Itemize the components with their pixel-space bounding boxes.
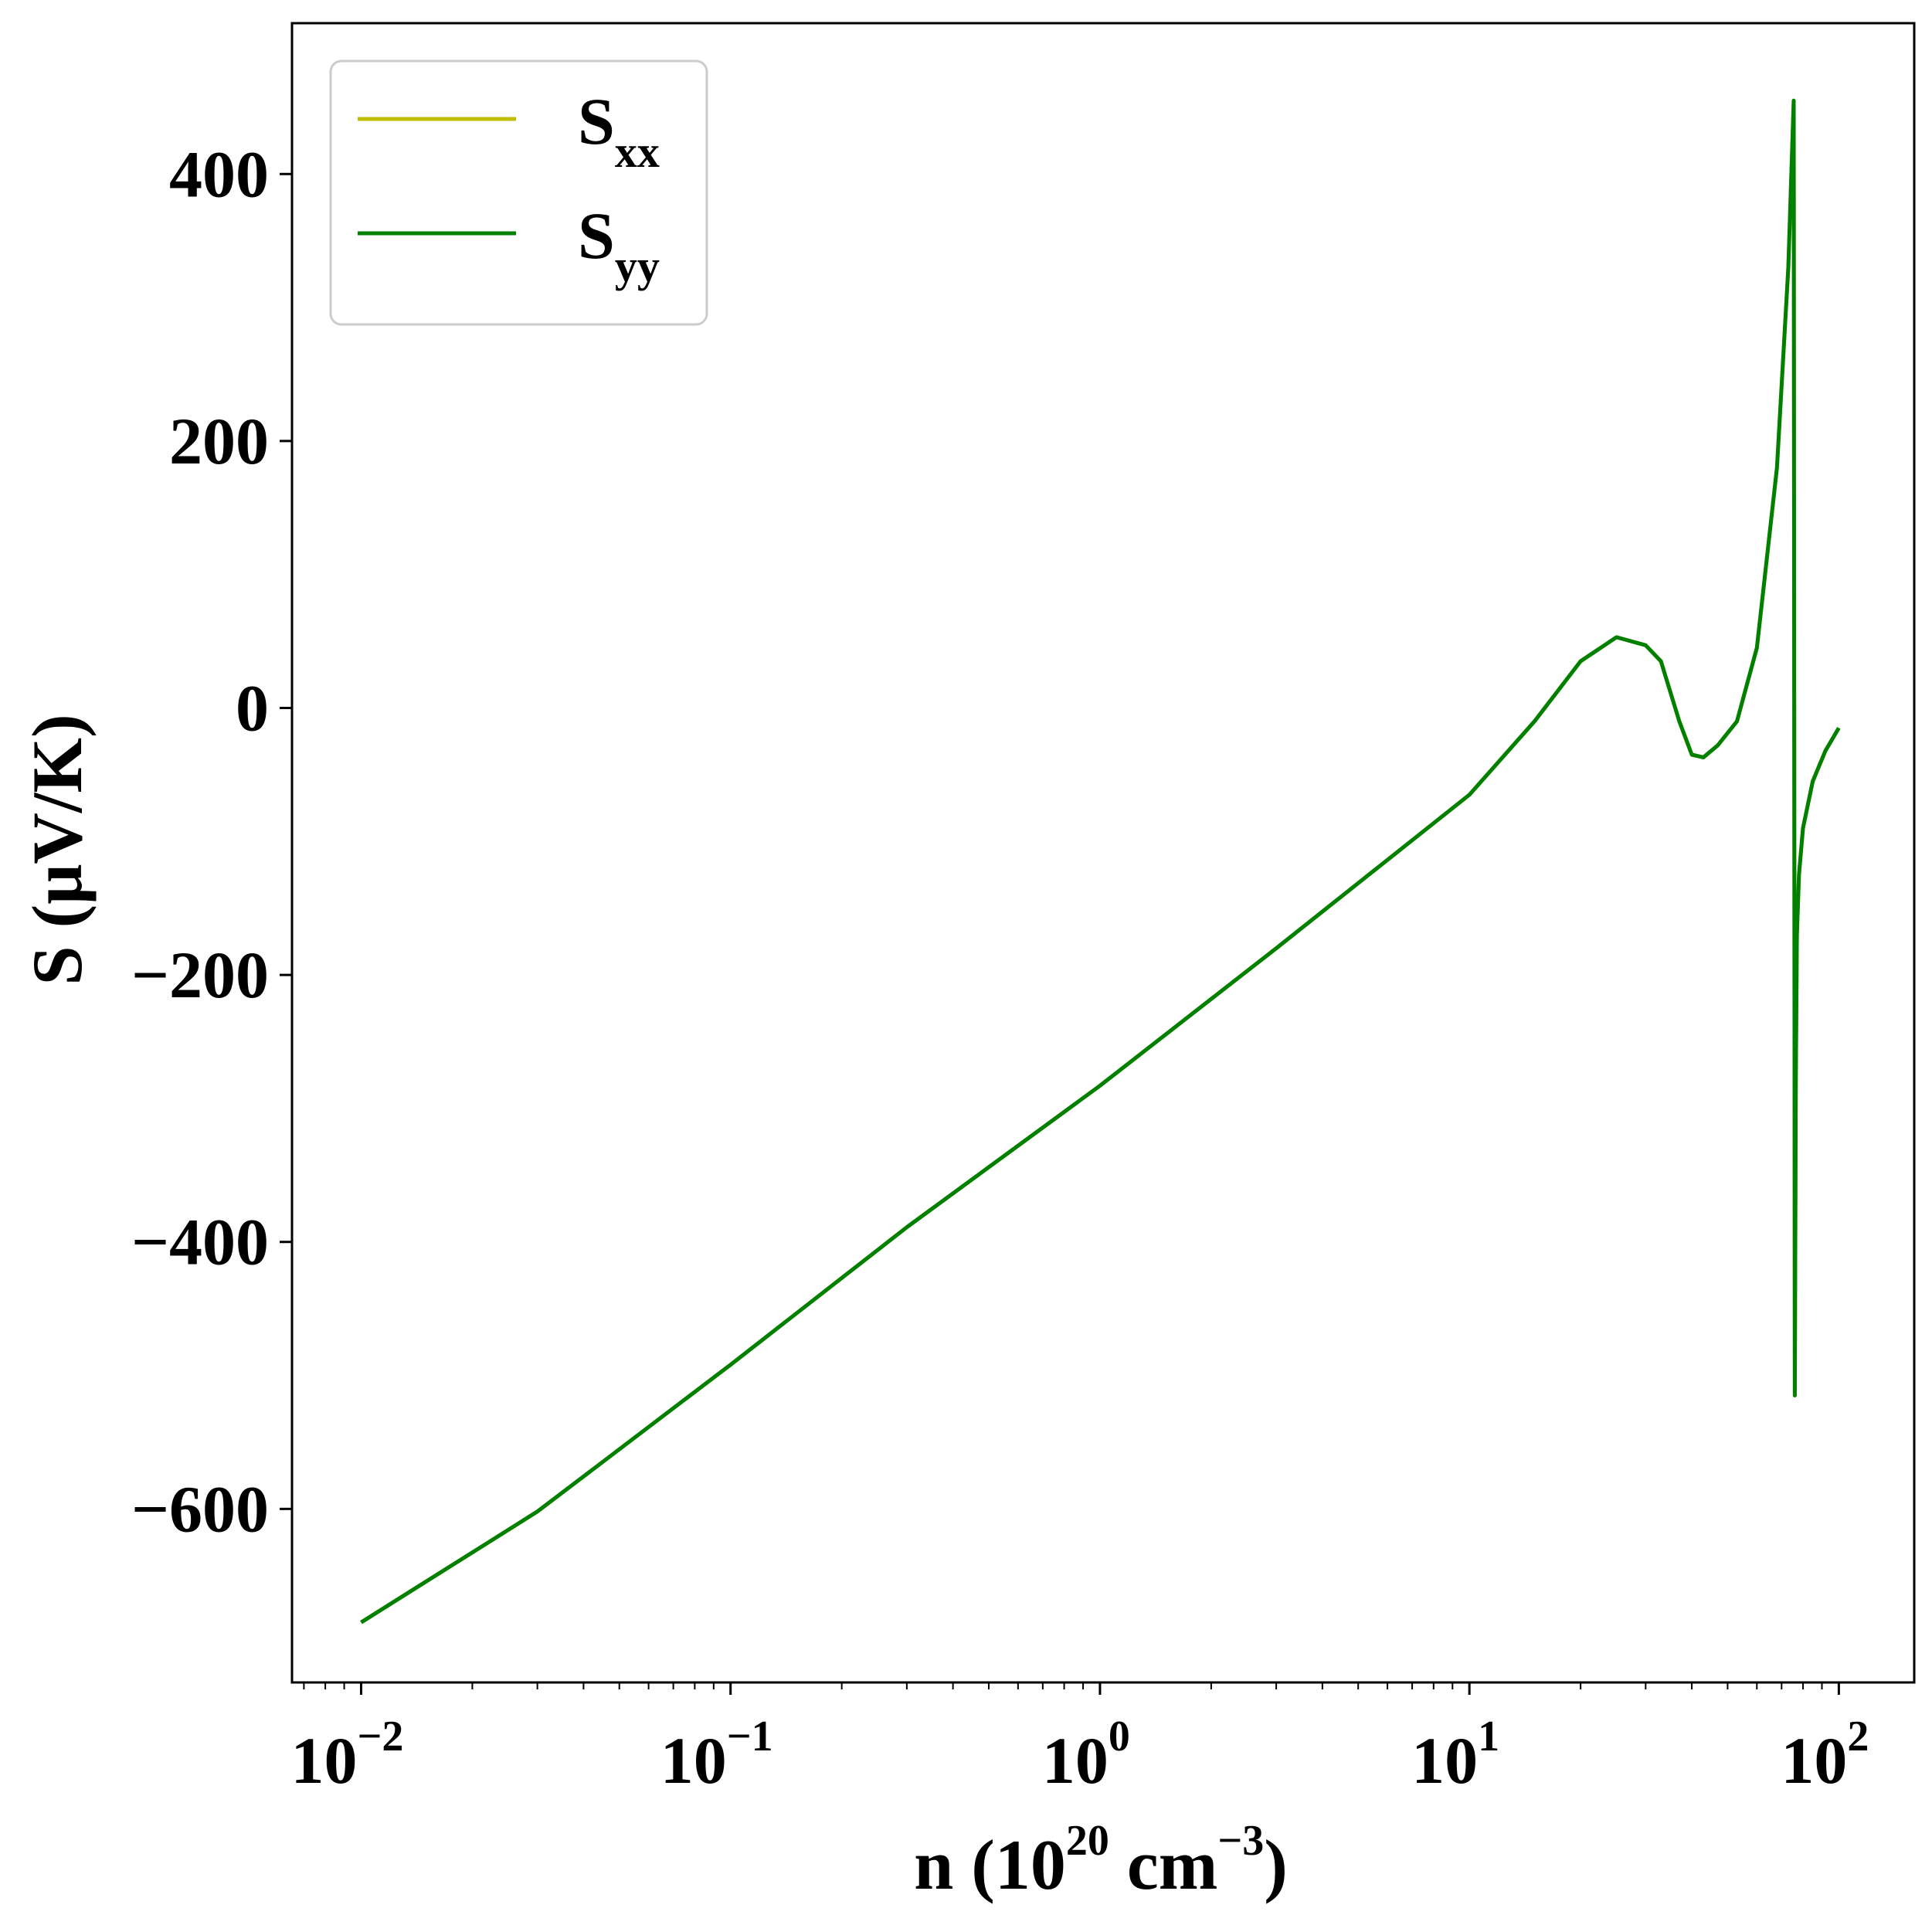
y-tick-label: −200 (131, 938, 269, 1012)
series-line-syy (360, 98, 1841, 1625)
x-tick-base: 10 (660, 1723, 727, 1798)
y-tick-label: −600 (131, 1472, 269, 1546)
legend-label-sxx: Sxx (578, 84, 660, 177)
x-tick-exponent: −1 (727, 1713, 773, 1760)
x-tick-base: 10 (291, 1723, 358, 1798)
legend-syy-base: S (578, 199, 615, 273)
legend-label-syy: Syy (578, 199, 660, 291)
y-tick-label: 400 (169, 137, 269, 211)
x-tick-base: 10 (1411, 1723, 1478, 1798)
legend-syy-subscript: yy (615, 241, 660, 291)
x-tick-label: 102 (1781, 1713, 1869, 1798)
x-tick-exponent: 1 (1478, 1713, 1499, 1760)
x-tick-label: 100 (1042, 1713, 1130, 1798)
x-tick-label: 101 (1411, 1713, 1499, 1798)
y-axis-ticks: 400 200 0 −200 −400 −600 (131, 137, 292, 1546)
x-axis-ticks: 10−2 10−1 100 101 102 (291, 1682, 1869, 1798)
series-layer (360, 98, 1841, 1625)
x-axis-label-sup2: −3 (1217, 1817, 1264, 1865)
x-tick-label: 10−1 (660, 1713, 773, 1798)
y-tick-label: 200 (169, 404, 269, 478)
legend-sxx-subscript: xx (615, 127, 660, 177)
x-tick-label: 10−2 (291, 1713, 404, 1798)
x-tick-base: 10 (1042, 1723, 1109, 1798)
y-tick-label: 0 (236, 671, 269, 745)
x-tick-exponent: 0 (1109, 1713, 1130, 1760)
legend-sxx-base: S (578, 84, 615, 158)
y-axis-label: S (μV/K) (18, 714, 97, 985)
x-tick-exponent: −2 (358, 1713, 404, 1760)
legend: Sxx Syy (329, 59, 708, 326)
x-axis-label-suffix: ) (1264, 1825, 1288, 1904)
y-tick-label: −400 (131, 1205, 269, 1279)
x-axis-label-mid: cm (1109, 1825, 1217, 1904)
plot-frame (290, 22, 1916, 1684)
x-axis-label-prefix: n (10 (914, 1825, 1066, 1904)
x-tick-base: 10 (1781, 1723, 1847, 1798)
x-axis-label: n (1020 cm−3) (914, 1817, 1288, 1904)
x-tick-exponent: 2 (1847, 1713, 1869, 1760)
x-axis-label-sup1: 20 (1066, 1817, 1109, 1865)
legend-box (329, 59, 708, 326)
